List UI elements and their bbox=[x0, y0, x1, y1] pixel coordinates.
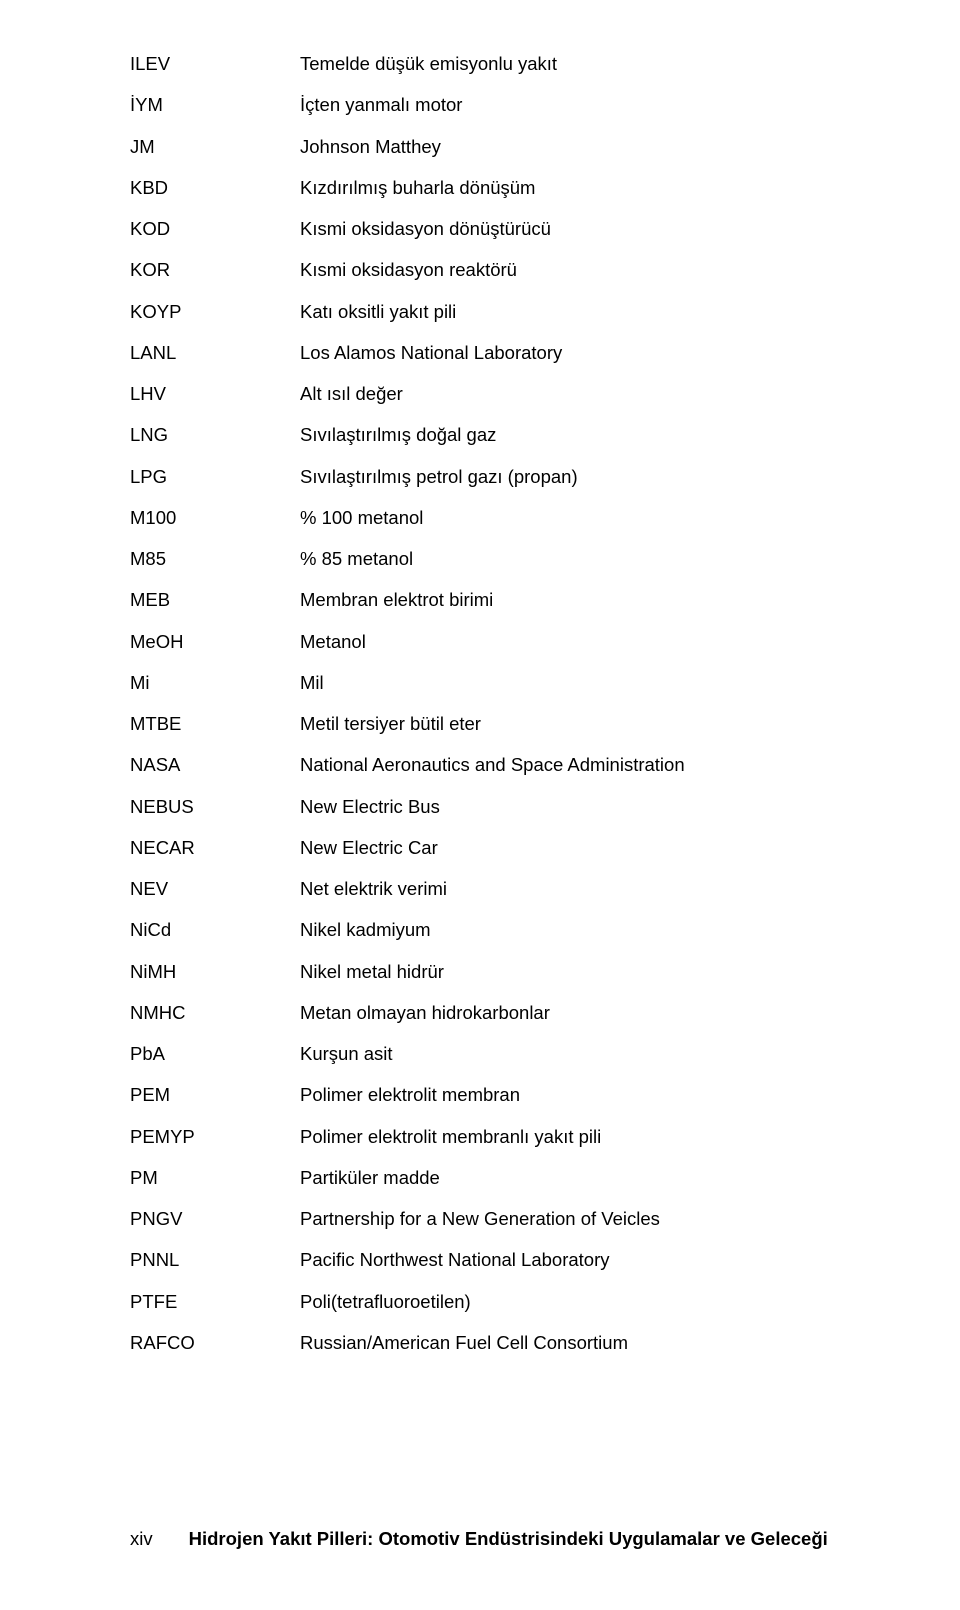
glossary-definition: Kızdırılmış buharla dönüşüm bbox=[300, 174, 860, 202]
glossary-definition: Russian/American Fuel Cell Consortium bbox=[300, 1329, 860, 1357]
glossary-definition: Kısmi oksidasyon reaktörü bbox=[300, 256, 860, 284]
glossary-definition: Katı oksitli yakıt pili bbox=[300, 298, 860, 326]
glossary-abbrev: RAFCO bbox=[130, 1329, 300, 1357]
glossary-abbrev: MeOH bbox=[130, 628, 300, 656]
glossary-abbrev: PM bbox=[130, 1164, 300, 1192]
glossary-definition: Sıvılaştırılmış petrol gazı (propan) bbox=[300, 463, 860, 491]
glossary-definition: Membran elektrot birimi bbox=[300, 586, 860, 614]
glossary-definition: Net elektrik verimi bbox=[300, 875, 860, 903]
glossary-abbrev: Mi bbox=[130, 669, 300, 697]
glossary-definition: New Electric Car bbox=[300, 834, 860, 862]
glossary-abbrev: LANL bbox=[130, 339, 300, 367]
glossary-definition: Sıvılaştırılmış doğal gaz bbox=[300, 421, 860, 449]
page-number: xiv bbox=[130, 1528, 153, 1550]
glossary-definition: % 85 metanol bbox=[300, 545, 860, 573]
glossary-definition: Metil tersiyer bütil eter bbox=[300, 710, 860, 738]
footer-title: Hidrojen Yakıt Pilleri: Otomotiv Endüstr… bbox=[189, 1528, 828, 1550]
glossary-abbrev: PTFE bbox=[130, 1288, 300, 1316]
glossary-definition: Metanol bbox=[300, 628, 860, 656]
glossary-abbrev: NECAR bbox=[130, 834, 300, 862]
glossary-abbrev: MEB bbox=[130, 586, 300, 614]
glossary-abbrev: LHV bbox=[130, 380, 300, 408]
glossary-abbrev: LPG bbox=[130, 463, 300, 491]
glossary-abbrev: JM bbox=[130, 133, 300, 161]
glossary-abbrev: KOD bbox=[130, 215, 300, 243]
glossary-abbrev: PNGV bbox=[130, 1205, 300, 1233]
glossary-definition: Partnership for a New Generation of Veic… bbox=[300, 1205, 860, 1233]
glossary-abbrev: PbA bbox=[130, 1040, 300, 1068]
glossary-definition: Mil bbox=[300, 669, 860, 697]
glossary-abbrev: NiMH bbox=[130, 958, 300, 986]
glossary-definition: İçten yanmalı motor bbox=[300, 91, 860, 119]
glossary-abbrev: LNG bbox=[130, 421, 300, 449]
glossary-definition: Nikel metal hidrür bbox=[300, 958, 860, 986]
glossary-abbrev: NASA bbox=[130, 751, 300, 779]
glossary-abbrev: PNNL bbox=[130, 1246, 300, 1274]
glossary-abbrev: MTBE bbox=[130, 710, 300, 738]
glossary-definition: Polimer elektrolit membran bbox=[300, 1081, 860, 1109]
glossary-abbrev: M100 bbox=[130, 504, 300, 532]
glossary-definition: Poli(tetrafluoroetilen) bbox=[300, 1288, 860, 1316]
glossary-definition: Partiküler madde bbox=[300, 1164, 860, 1192]
glossary-abbrev: PEMYP bbox=[130, 1123, 300, 1151]
glossary-definition: Nikel kadmiyum bbox=[300, 916, 860, 944]
glossary-abbrev: NiCd bbox=[130, 916, 300, 944]
glossary-list: ILEVTemelde düşük emisyonlu yakıtİYMİçte… bbox=[130, 50, 860, 1357]
page-footer: xiv Hidrojen Yakıt Pilleri: Otomotiv End… bbox=[130, 1528, 860, 1550]
glossary-definition: Los Alamos National Laboratory bbox=[300, 339, 860, 367]
glossary-abbrev: KBD bbox=[130, 174, 300, 202]
glossary-definition: % 100 metanol bbox=[300, 504, 860, 532]
glossary-abbrev: NEBUS bbox=[130, 793, 300, 821]
glossary-definition: Kurşun asit bbox=[300, 1040, 860, 1068]
glossary-abbrev: PEM bbox=[130, 1081, 300, 1109]
glossary-abbrev: KOR bbox=[130, 256, 300, 284]
glossary-definition: National Aeronautics and Space Administr… bbox=[300, 751, 860, 779]
glossary-definition: Johnson Matthey bbox=[300, 133, 860, 161]
glossary-definition: Temelde düşük emisyonlu yakıt bbox=[300, 50, 860, 78]
glossary-definition: Pacific Northwest National Laboratory bbox=[300, 1246, 860, 1274]
glossary-definition: Alt ısıl değer bbox=[300, 380, 860, 408]
glossary-definition: Polimer elektrolit membranlı yakıt pili bbox=[300, 1123, 860, 1151]
glossary-abbrev: İYM bbox=[130, 91, 300, 119]
glossary-abbrev: KOYP bbox=[130, 298, 300, 326]
glossary-definition: Kısmi oksidasyon dönüştürücü bbox=[300, 215, 860, 243]
glossary-abbrev: M85 bbox=[130, 545, 300, 573]
glossary-abbrev: ILEV bbox=[130, 50, 300, 78]
glossary-definition: New Electric Bus bbox=[300, 793, 860, 821]
glossary-definition: Metan olmayan hidrokarbonlar bbox=[300, 999, 860, 1027]
glossary-abbrev: NEV bbox=[130, 875, 300, 903]
glossary-abbrev: NMHC bbox=[130, 999, 300, 1027]
